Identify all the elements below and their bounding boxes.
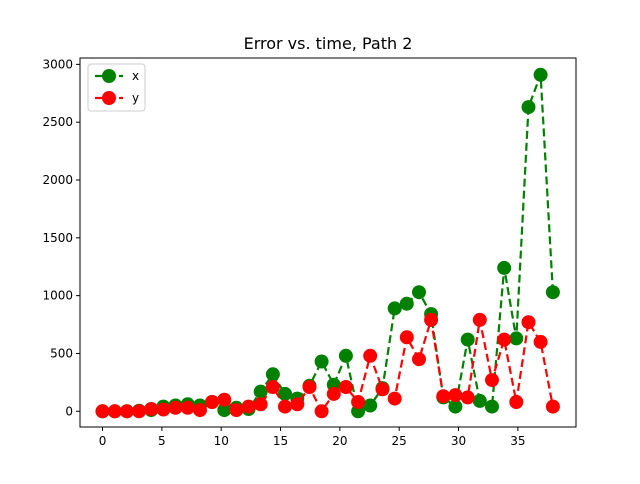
- data-point-y: [95, 404, 110, 419]
- data-point-y: [424, 312, 439, 327]
- data-point-y: [448, 388, 463, 403]
- data-point-x: [412, 285, 426, 300]
- data-point-y: [290, 397, 305, 412]
- y-tick-label: 0: [65, 404, 73, 418]
- data-point-y: [180, 400, 195, 415]
- data-point-y: [314, 404, 329, 419]
- data-point-y: [338, 380, 353, 394]
- data-point-x: [509, 331, 524, 346]
- data-point-y: [265, 380, 280, 394]
- axes-frame: [79, 57, 577, 428]
- data-point-x: [521, 100, 536, 115]
- y-tick-label: 2000: [42, 173, 73, 187]
- legend-label-y: y: [132, 91, 139, 105]
- y-tick-label: 3000: [42, 57, 73, 71]
- data-point-y: [387, 391, 402, 406]
- data-point-y: [351, 395, 366, 409]
- data-point-y: [412, 352, 426, 367]
- data-point-y: [545, 399, 560, 414]
- data-point-y: [132, 404, 147, 419]
- data-point-x: [338, 348, 353, 363]
- data-point-x: [460, 332, 475, 347]
- data-point-x: [253, 384, 268, 399]
- data-point-y: [472, 312, 487, 327]
- data-point-y: [375, 382, 390, 397]
- data-point-y: [485, 373, 499, 388]
- y-axis: 0 500 1000 1500 2000 2500 3000: [42, 57, 80, 418]
- x-tick-label: 5: [158, 434, 166, 448]
- data-point-x: [278, 386, 292, 401]
- y-tick-label: 500: [50, 346, 73, 360]
- data-point-y: [193, 403, 207, 418]
- data-point-y: [229, 403, 244, 418]
- legend: xy: [87, 63, 146, 112]
- data-point-y: [302, 380, 317, 394]
- data-point-x: [387, 301, 402, 316]
- x-tick-label: 35: [510, 434, 525, 448]
- data-point-x: [448, 399, 463, 414]
- data-point-x: [314, 354, 329, 369]
- data-point-x: [217, 403, 232, 418]
- y-tick-label: 1500: [42, 231, 73, 245]
- data-point-x: [399, 296, 414, 311]
- data-point-y: [241, 399, 256, 414]
- y-tick-label: 1000: [42, 289, 73, 303]
- data-point-y: [533, 334, 548, 349]
- legend-item-y: y: [95, 91, 139, 105]
- data-point-x: [265, 367, 280, 382]
- data-point-x: [497, 260, 512, 275]
- data-point-y: [217, 392, 232, 407]
- legend-marker-y: [102, 91, 116, 105]
- data-point-x: [472, 393, 487, 408]
- data-point-y: [144, 402, 159, 416]
- series-y: [95, 312, 560, 419]
- data-point-x: [533, 67, 548, 82]
- data-point-y: [363, 348, 378, 363]
- legend-item-x: x: [95, 69, 139, 83]
- data-point-y: [156, 402, 171, 417]
- data-point-y: [278, 399, 292, 414]
- data-point-y: [119, 404, 134, 419]
- data-point-x: [363, 398, 378, 413]
- data-point-y: [521, 315, 536, 330]
- data-point-y: [436, 389, 451, 404]
- x-tick-label: 15: [273, 434, 288, 448]
- data-point-y: [460, 390, 475, 405]
- data-point-y: [253, 397, 268, 412]
- x-tick-label: 10: [214, 434, 229, 448]
- data-point-x: [545, 285, 560, 300]
- legend-label-x: x: [132, 69, 139, 83]
- y-tick-label: 2500: [42, 115, 73, 129]
- chart-title: Error vs. time, Path 2: [244, 34, 413, 53]
- series-layer: [95, 67, 560, 419]
- x-axis: 0 5 10 15 20 25 30 35: [99, 427, 525, 448]
- data-point-y: [326, 386, 341, 401]
- data-point-y: [509, 395, 524, 409]
- x-tick-label: 30: [451, 434, 466, 448]
- x-tick-label: 25: [392, 434, 407, 448]
- x-tick-label: 20: [332, 434, 347, 448]
- data-point-y: [497, 332, 512, 347]
- data-point-y: [205, 395, 220, 409]
- x-tick-label: 0: [99, 434, 107, 448]
- data-point-x: [485, 399, 499, 414]
- data-point-y: [399, 330, 414, 345]
- data-point-y: [107, 404, 122, 419]
- data-point-y: [168, 400, 183, 415]
- legend-marker-x: [102, 69, 116, 83]
